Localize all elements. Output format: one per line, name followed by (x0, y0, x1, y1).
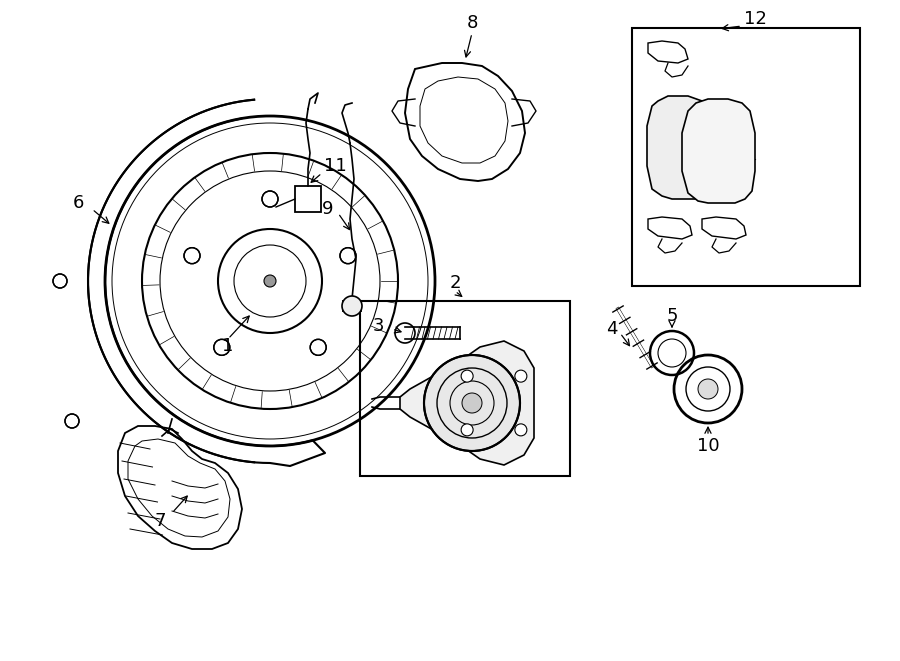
Circle shape (515, 370, 526, 382)
Circle shape (214, 339, 230, 356)
Text: 11: 11 (324, 157, 346, 175)
Polygon shape (647, 96, 715, 199)
Circle shape (461, 424, 473, 436)
Text: 2: 2 (449, 274, 461, 292)
Circle shape (262, 191, 278, 207)
Bar (295, 186, 321, 212)
Bar (632, 28, 860, 286)
Polygon shape (682, 99, 755, 203)
Circle shape (65, 414, 79, 428)
Polygon shape (400, 341, 534, 465)
Text: 7: 7 (154, 512, 166, 530)
Circle shape (461, 370, 473, 382)
Circle shape (53, 274, 67, 288)
Circle shape (698, 379, 718, 399)
Text: 3: 3 (373, 317, 383, 335)
Circle shape (264, 275, 276, 287)
Text: 4: 4 (607, 320, 617, 338)
Text: 9: 9 (322, 200, 334, 218)
Text: 6: 6 (72, 194, 84, 212)
Circle shape (340, 248, 356, 264)
Text: 12: 12 (743, 10, 767, 28)
Text: 5: 5 (666, 307, 678, 325)
Text: 1: 1 (222, 337, 234, 355)
Circle shape (184, 248, 200, 264)
Text: 8: 8 (466, 14, 478, 32)
Bar (360, 301, 570, 476)
Circle shape (462, 393, 482, 413)
Circle shape (310, 339, 326, 356)
Text: 10: 10 (697, 437, 719, 455)
Circle shape (342, 296, 362, 316)
Circle shape (424, 355, 520, 451)
Circle shape (515, 424, 526, 436)
Circle shape (105, 116, 435, 446)
